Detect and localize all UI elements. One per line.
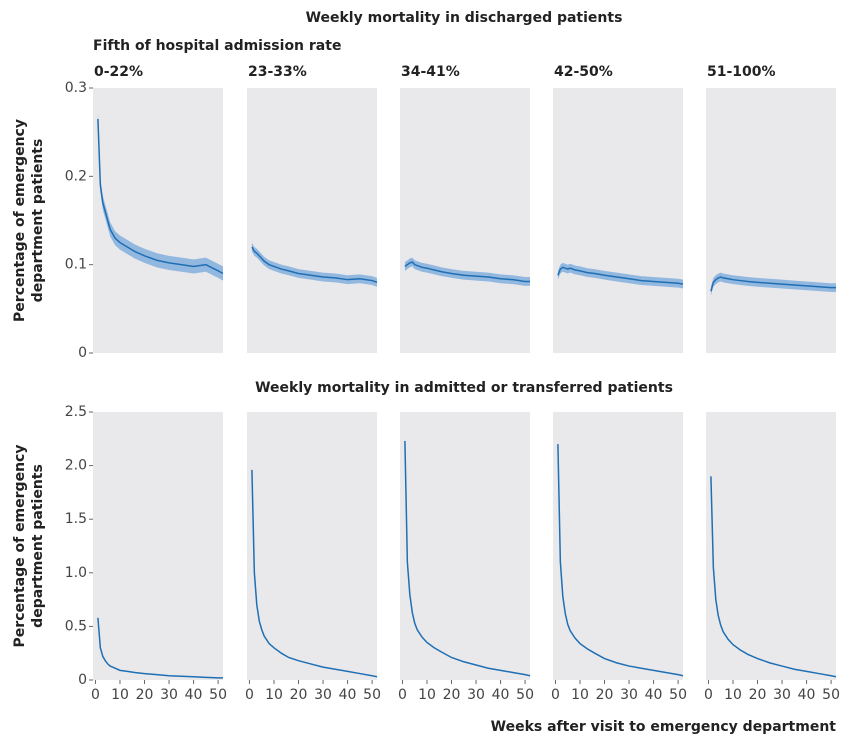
panel xyxy=(553,412,683,680)
confidence-band xyxy=(97,111,223,281)
y-tick-label: 0 xyxy=(78,672,87,688)
x-tick-label: 0 xyxy=(245,687,254,703)
y-axis-label: department patients xyxy=(30,139,46,303)
x-tick-label: 30 xyxy=(160,687,178,703)
x-tick-label: 10 xyxy=(418,687,436,703)
x-tick-label: 30 xyxy=(467,687,485,703)
line xyxy=(710,476,837,678)
panel-label: 42-50% xyxy=(554,64,613,80)
y-tick-label: 0.3 xyxy=(65,80,87,96)
y-tick-label: 0.5 xyxy=(65,618,87,634)
x-tick-label: 30 xyxy=(314,687,332,703)
panel xyxy=(247,88,377,353)
line xyxy=(557,266,684,285)
subtitle: Fifth of hospital admission rate xyxy=(93,38,341,54)
chart-title: Weekly mortality in discharged patients xyxy=(306,10,623,26)
x-axis-label: Weeks after visit to emergency departmen… xyxy=(491,719,837,735)
y-tick-label: 2.0 xyxy=(65,458,87,474)
x-tick-label: 40 xyxy=(798,687,816,703)
panel-label: 51-100% xyxy=(707,64,776,80)
x-tick-label: 0 xyxy=(398,687,407,703)
y-axis-label: Percentage of emergency xyxy=(12,445,28,648)
x-tick-label: 0 xyxy=(704,687,713,703)
line xyxy=(251,469,378,678)
line xyxy=(404,440,531,677)
x-tick-label: 50 xyxy=(209,687,227,703)
panel xyxy=(553,88,683,353)
x-tick-label: 0 xyxy=(91,687,100,703)
x-tick-label: 0 xyxy=(551,687,560,703)
x-tick-label: 30 xyxy=(773,687,791,703)
y-axis-label: department patients xyxy=(30,464,46,628)
x-tick-label: 50 xyxy=(363,687,381,703)
line xyxy=(251,246,378,284)
y-tick-label: 0 xyxy=(78,345,87,361)
y-axis-label: Percentage of emergency xyxy=(12,119,28,322)
line xyxy=(97,617,223,679)
chart-title: Weekly mortality in admitted or transfer… xyxy=(255,380,673,396)
line xyxy=(404,261,530,283)
panel xyxy=(247,412,377,680)
x-tick-label: 40 xyxy=(185,687,203,703)
x-tick-label: 10 xyxy=(571,687,589,703)
y-tick-label: 0.1 xyxy=(65,257,87,273)
panel xyxy=(400,88,530,353)
x-tick-label: 20 xyxy=(749,687,767,703)
line xyxy=(557,444,684,677)
panel-label: 0-22% xyxy=(94,64,143,80)
x-tick-label: 40 xyxy=(492,687,510,703)
x-tick-label: 50 xyxy=(516,687,534,703)
y-tick-label: 1.5 xyxy=(65,511,87,527)
x-tick-label: 40 xyxy=(339,687,357,703)
x-tick-label: 10 xyxy=(111,687,129,703)
panel xyxy=(706,412,836,680)
confidence-band xyxy=(557,262,683,289)
confidence-band xyxy=(251,242,377,287)
x-tick-label: 20 xyxy=(596,687,614,703)
x-tick-label: 30 xyxy=(620,687,638,703)
panel xyxy=(93,88,223,353)
line xyxy=(710,276,836,292)
panel-label: 23-33% xyxy=(248,64,307,80)
panel xyxy=(93,412,223,680)
x-tick-label: 10 xyxy=(265,687,283,703)
x-tick-label: 20 xyxy=(136,687,154,703)
x-tick-label: 50 xyxy=(822,687,840,703)
x-tick-label: 40 xyxy=(645,687,663,703)
line xyxy=(97,118,224,275)
x-tick-label: 10 xyxy=(724,687,742,703)
y-tick-label: 0.2 xyxy=(65,168,87,184)
x-tick-label: 20 xyxy=(290,687,308,703)
panel-label: 34-41% xyxy=(401,64,460,80)
x-tick-label: 50 xyxy=(669,687,687,703)
panel xyxy=(706,88,836,353)
panel xyxy=(400,412,530,680)
y-tick-label: 2.5 xyxy=(65,404,87,420)
y-tick-label: 1.0 xyxy=(65,565,87,581)
x-tick-label: 20 xyxy=(443,687,461,703)
